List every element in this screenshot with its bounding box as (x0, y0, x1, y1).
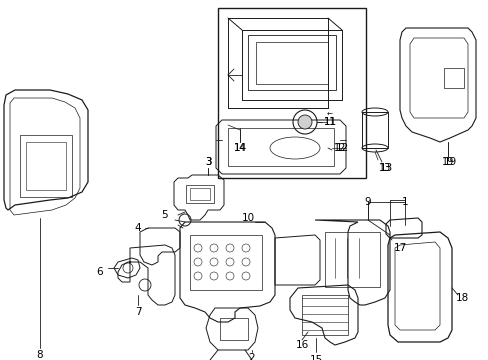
Bar (247, 35, 335, 90)
Bar (256, 42, 327, 84)
Text: 11: 11 (323, 117, 336, 127)
Text: 11: 11 (323, 117, 335, 127)
Bar (325, 232, 379, 287)
Text: ←: ← (326, 112, 332, 118)
Text: 13: 13 (378, 163, 390, 173)
Text: 6: 6 (97, 267, 103, 277)
Bar (227, 128, 333, 166)
Text: 16: 16 (295, 340, 308, 350)
Text: 17: 17 (392, 243, 406, 253)
Text: 19: 19 (443, 157, 456, 167)
Text: 3: 3 (204, 157, 211, 167)
Bar (190, 188, 209, 200)
Bar (443, 68, 463, 88)
Text: 8: 8 (37, 350, 43, 360)
Bar (218, 8, 365, 178)
Bar (361, 112, 387, 148)
Text: 13: 13 (379, 163, 392, 173)
Text: 12: 12 (335, 143, 348, 153)
Bar (20, 135, 72, 197)
Text: 3: 3 (204, 157, 211, 167)
Text: 10: 10 (241, 213, 254, 223)
Bar (185, 185, 214, 203)
Text: 2: 2 (248, 353, 255, 360)
Text: 12: 12 (333, 143, 346, 153)
Text: 9: 9 (364, 197, 370, 207)
Text: 19: 19 (441, 157, 453, 167)
Text: 18: 18 (454, 293, 468, 303)
Text: 14: 14 (233, 143, 245, 153)
Text: 15: 15 (309, 355, 322, 360)
Text: 7: 7 (134, 307, 141, 317)
Bar (220, 318, 247, 340)
Text: 5: 5 (162, 210, 168, 220)
Bar (26, 142, 66, 190)
Circle shape (297, 115, 311, 129)
Bar (302, 295, 347, 335)
Text: 14: 14 (233, 143, 246, 153)
Bar (190, 235, 262, 290)
Text: 4: 4 (134, 223, 141, 233)
Text: 1: 1 (401, 197, 407, 207)
